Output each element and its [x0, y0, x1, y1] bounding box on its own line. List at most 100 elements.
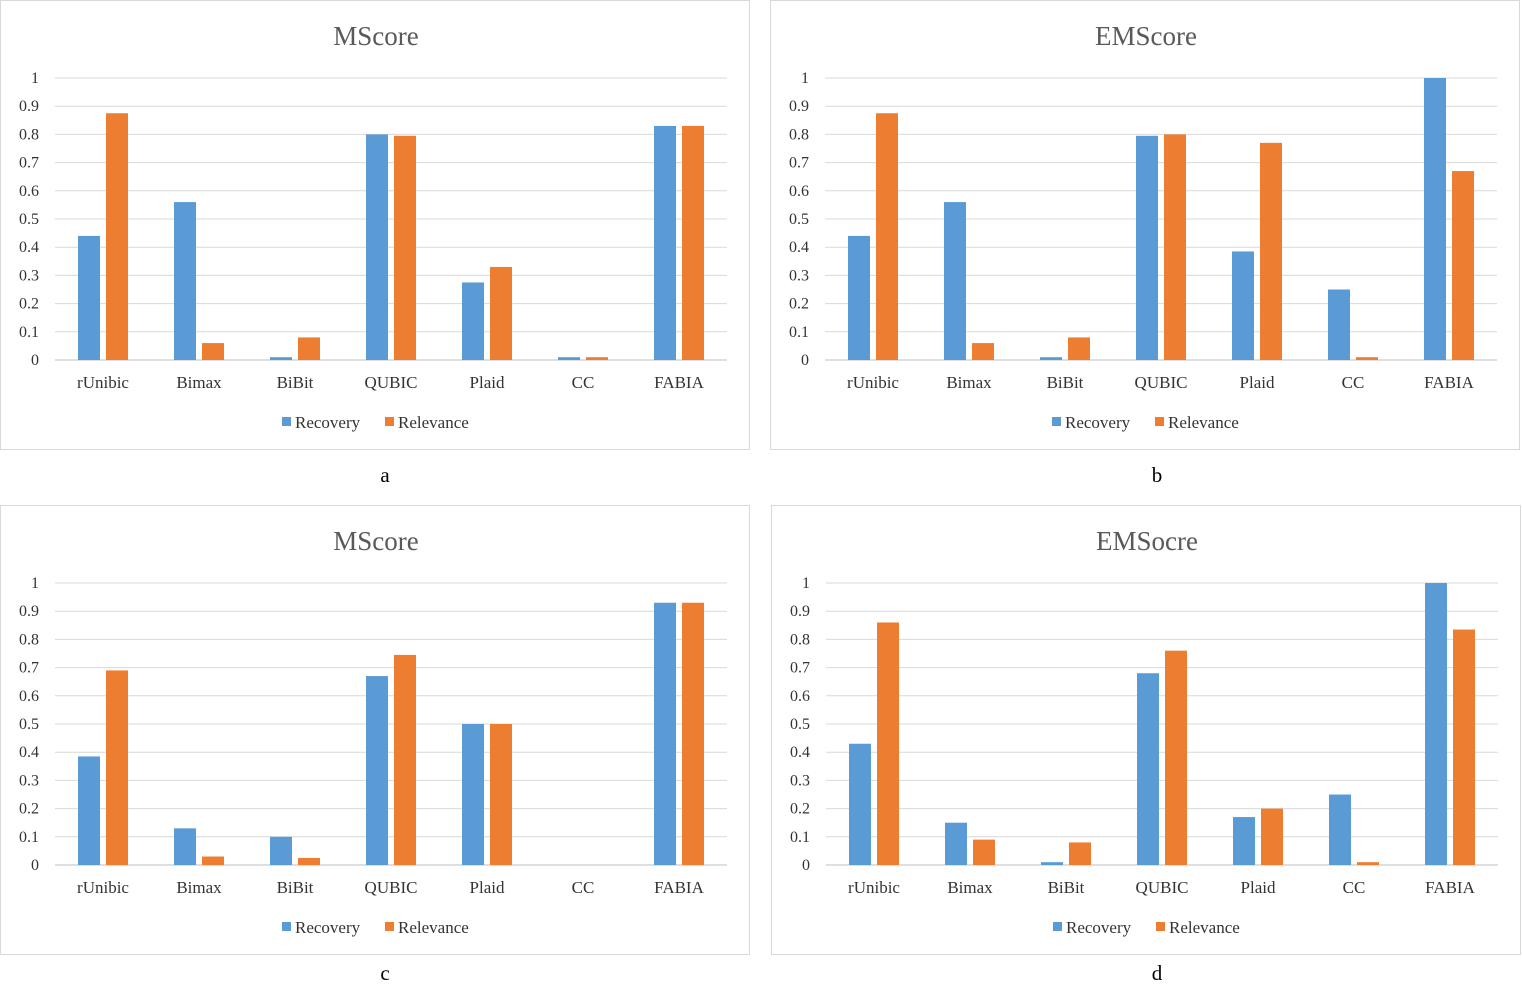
category-label: FABIA — [1425, 878, 1475, 897]
bar-recovery-bimax — [945, 822, 967, 865]
bar-recovery-bimax — [174, 202, 196, 360]
bar-recovery-runibic — [849, 743, 871, 865]
bar-relevance-runibic — [877, 622, 899, 865]
y-tick-label: 0.7 — [789, 155, 809, 172]
chart-title: MScore — [333, 526, 418, 556]
bar-recovery-fabia — [1425, 583, 1447, 865]
legend-swatch-recovery — [282, 417, 291, 426]
bar-recovery-fabia — [1424, 78, 1446, 360]
y-tick-label: 0.2 — [790, 801, 810, 818]
bar-relevance-plaid — [1260, 142, 1282, 360]
y-tick-label: 1 — [31, 575, 39, 592]
bar-relevance-qubic — [394, 654, 416, 865]
chart-title: MScore — [333, 21, 418, 51]
bar-recovery-bimax — [174, 828, 196, 865]
bar-recovery-fabia — [654, 602, 676, 865]
bar-recovery-runibic — [78, 756, 100, 865]
category-label: CC — [572, 878, 595, 897]
bar-recovery-bibit — [1040, 357, 1062, 360]
y-tick-label: 0.9 — [790, 603, 810, 620]
bar-relevance-bimax — [972, 343, 994, 360]
y-tick-label: 0.9 — [19, 603, 39, 620]
bar-chart-b: EMScore 0 0.1 0.2 0.3 0.4 0.5 0.6 0.7 0.8 0.9 1 rUni… — [789, 21, 1497, 432]
bar-chart-d: EMSocre 0 0.1 0.2 0.3 0.4 0.5 0.6 0.7 0.8 0.9 1 rUni… — [790, 526, 1498, 937]
category-label: Bimax — [176, 373, 222, 392]
y-tick-label: 0 — [802, 857, 810, 874]
bar-recovery-plaid — [1233, 817, 1255, 865]
bar-relevance-fabia — [682, 125, 704, 360]
category-label: Plaid — [470, 878, 505, 897]
bar-relevance-qubic — [1165, 650, 1187, 865]
bar-recovery-bibit — [270, 357, 292, 360]
bar-relevance-bimax — [202, 343, 224, 360]
caption-c: c — [380, 961, 390, 985]
legend-swatch-relevance — [385, 417, 394, 426]
y-tick-label: 0.4 — [789, 239, 809, 256]
y-tick-label: 0.8 — [789, 126, 809, 143]
y-tick-label: 0.6 — [789, 183, 809, 200]
legend-swatch-recovery — [1053, 922, 1062, 931]
bar-relevance-bibit — [1068, 337, 1090, 360]
bar-chart-a: MScore 0 0.1 0.2 0.3 0.4 0.5 0.6 0.7 0.8 0.9 1 rUnib… — [19, 21, 727, 432]
y-tick-label: 0.8 — [19, 126, 39, 143]
chart-title: EMSocre — [1096, 526, 1198, 556]
y-tick-label: 0.3 — [789, 267, 809, 284]
bar-relevance-qubic — [394, 135, 416, 360]
bar-recovery-qubic — [1136, 135, 1158, 360]
y-tick-label: 0.5 — [789, 211, 809, 228]
y-tick-label: 0.7 — [790, 660, 810, 677]
y-tick-label: 0.6 — [19, 183, 39, 200]
category-label: CC — [1342, 373, 1365, 392]
chart-panel-b: EMScore 0 0.1 0.2 0.3 0.4 0.5 0.6 0.7 0.8 0.9 1 rUni… — [770, 0, 1520, 450]
caption-a: a — [380, 463, 390, 487]
legend-swatch-recovery — [1052, 417, 1061, 426]
y-tick-label: 0 — [31, 857, 39, 874]
bar-recovery-cc — [1329, 794, 1351, 865]
bar-relevance-plaid — [1261, 808, 1283, 865]
y-tick-label: 1 — [31, 70, 39, 87]
category-label: BiBit — [277, 373, 314, 392]
bar-relevance-qubic — [1164, 134, 1186, 360]
y-tick-label: 1 — [801, 70, 809, 87]
category-label: rUnibic — [77, 878, 129, 897]
legend-label-recovery: Recovery — [295, 918, 361, 937]
y-tick-label: 1 — [802, 575, 810, 592]
category-label: QUBIC — [365, 373, 418, 392]
legend-swatch-relevance — [1156, 922, 1165, 931]
category-label: Plaid — [1240, 373, 1275, 392]
category-label: Bimax — [947, 878, 993, 897]
bar-relevance-bibit — [298, 857, 320, 865]
chart-panel-d: EMSocre 0 0.1 0.2 0.3 0.4 0.5 0.6 0.7 0.8 0.9 1 rUni… — [771, 505, 1521, 955]
category-label: QUBIC — [1135, 373, 1188, 392]
bar-relevance-bibit — [298, 337, 320, 360]
bar-recovery-qubic — [1137, 673, 1159, 865]
y-tick-label: 0 — [31, 352, 39, 369]
chart-panel-c: MScore 0 0.1 0.2 0.3 0.4 0.5 0.6 0.7 0.8 0.9 1 rUnib… — [0, 505, 750, 955]
category-label: BiBit — [277, 878, 314, 897]
bar-relevance-bimax — [973, 839, 995, 865]
bar-relevance-cc — [586, 357, 608, 360]
y-tick-label: 0.4 — [19, 744, 39, 761]
bar-relevance-runibic — [876, 113, 898, 360]
bar-recovery-fabia — [654, 125, 676, 360]
category-label: QUBIC — [1136, 878, 1189, 897]
bar-relevance-plaid — [490, 724, 512, 865]
y-tick-label: 0.5 — [19, 716, 39, 733]
legend-label-recovery: Recovery — [1065, 413, 1131, 432]
category-label: QUBIC — [365, 878, 418, 897]
bar-relevance-plaid — [490, 266, 512, 360]
bar-recovery-qubic — [366, 134, 388, 360]
bar-relevance-runibic — [106, 670, 128, 865]
caption-d: d — [1151, 961, 1163, 985]
y-tick-label: 0.3 — [790, 772, 810, 789]
y-tick-label: 0.3 — [19, 772, 39, 789]
bar-relevance-cc — [1356, 357, 1378, 360]
category-label: rUnibic — [77, 373, 129, 392]
category-label: CC — [1343, 878, 1366, 897]
y-tick-label: 0.7 — [19, 155, 39, 172]
y-tick-label: 0.1 — [789, 324, 809, 341]
legend-label-relevance: Relevance — [1168, 413, 1239, 432]
category-label: FABIA — [1424, 373, 1474, 392]
y-tick-label: 0.5 — [790, 716, 810, 733]
y-tick-label: 0.3 — [19, 267, 39, 284]
